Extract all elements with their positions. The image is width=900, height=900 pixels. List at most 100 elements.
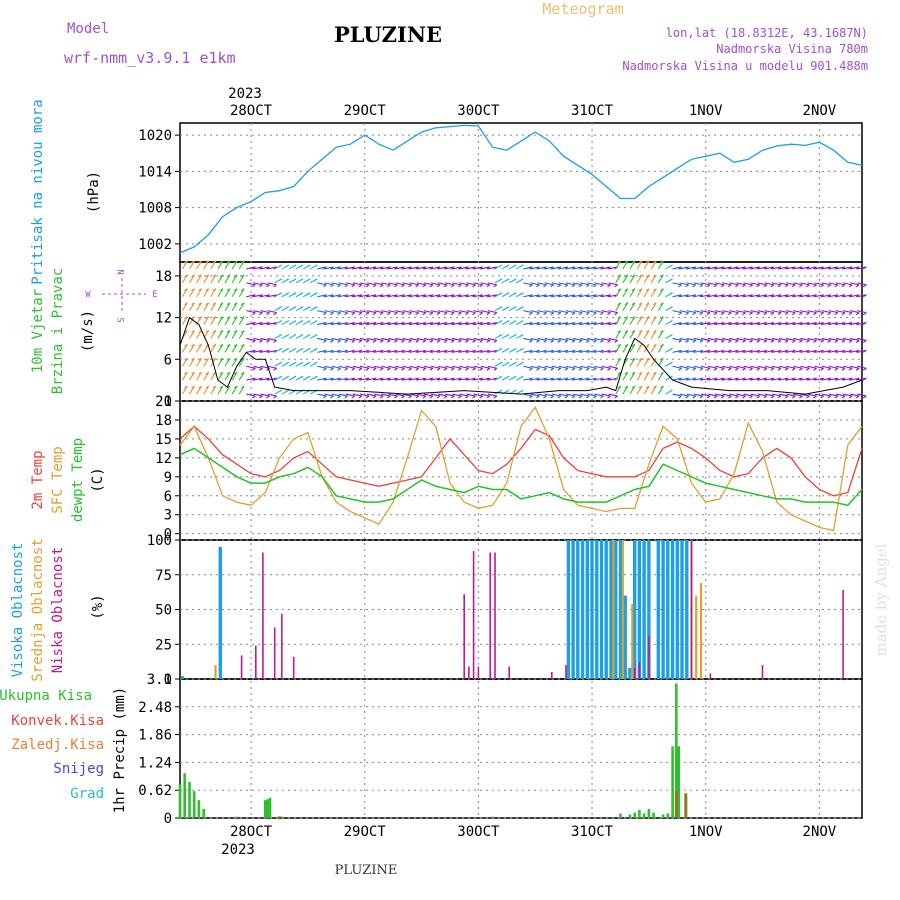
wind-barb-head <box>617 274 622 278</box>
legend-frozen-precip: Zaledj.Kisa <box>11 737 104 753</box>
wind-barb-head <box>358 349 363 353</box>
wind-barb-head <box>233 288 238 292</box>
wind-barb-head <box>379 367 384 371</box>
wind-barb-head <box>536 266 540 270</box>
wind-barb <box>459 266 469 270</box>
wind-barb-head <box>313 361 318 365</box>
wind-barb <box>331 310 341 314</box>
wind-barb <box>466 310 476 314</box>
wind-barb-head <box>631 357 636 361</box>
wind-barb-head <box>191 371 195 375</box>
wind-barb <box>814 294 824 298</box>
wind-barb-head <box>784 377 789 381</box>
wind-barb-head <box>638 288 643 292</box>
wind-barb-head <box>669 333 673 337</box>
wind-barb-head <box>827 266 832 270</box>
wind-barb-head <box>624 274 629 278</box>
wind-barb-head <box>465 312 469 316</box>
wind-barb-head <box>372 322 377 326</box>
wind-barb-head <box>372 367 377 371</box>
wind-barb <box>629 330 636 339</box>
wind-barb-head <box>820 266 824 270</box>
wind-barb-head <box>727 284 732 288</box>
legend-snow: Snijeg <box>53 761 104 777</box>
wind-barb-head <box>735 367 739 371</box>
cloud-bar <box>604 540 608 679</box>
wind-barb <box>715 266 725 270</box>
wind-barb <box>345 337 355 341</box>
wind-barb <box>580 322 590 326</box>
wind-barb <box>580 365 590 369</box>
wind-barb <box>523 266 533 270</box>
wind-barb <box>558 266 569 270</box>
wind-barb-head <box>660 288 664 292</box>
wind-barb <box>850 294 860 298</box>
wind-barb-head <box>749 322 753 326</box>
wind-barb-head <box>735 284 739 288</box>
wind-barb-head <box>784 395 789 399</box>
wind-barb-head <box>443 312 448 316</box>
wind-barb <box>551 337 561 341</box>
wind-barb <box>750 349 760 353</box>
wind-barb <box>565 310 576 314</box>
wind-barb <box>352 365 362 369</box>
wind-barb <box>260 282 270 286</box>
cloud-bar <box>647 540 651 679</box>
precip-bar <box>280 816 284 818</box>
wind-barb-head <box>323 367 327 371</box>
wind-barb-head <box>550 377 554 381</box>
wind-barb <box>672 294 682 298</box>
wind-barb <box>771 337 782 341</box>
wind-barb <box>260 322 270 326</box>
cloud-bar <box>580 540 585 679</box>
wind-barb-head <box>763 349 768 353</box>
wind-barb-head <box>685 294 689 298</box>
wind-barb <box>388 377 398 381</box>
wind-barb-head <box>240 329 245 333</box>
wind-barb <box>793 294 803 298</box>
wind-barb-head <box>543 322 547 326</box>
wind-barb-head <box>848 312 853 316</box>
wind-barb <box>771 322 782 326</box>
wind-barb-head <box>240 274 245 278</box>
wind-barb <box>217 371 224 381</box>
wind-barb <box>807 349 817 353</box>
wind-barb-head <box>617 329 622 333</box>
wind-barb-head <box>543 349 547 353</box>
wind-barb <box>487 266 497 270</box>
temp-tick-label: 0 <box>164 527 172 543</box>
wind-barb-head <box>351 349 356 353</box>
wind-barb <box>473 349 483 353</box>
wind-barb-head <box>791 349 796 353</box>
wind-barb-head <box>529 377 533 381</box>
wind-barb-head <box>550 312 554 316</box>
wind-barb-head <box>486 367 491 371</box>
wind-barb <box>452 365 462 369</box>
wind-barb <box>473 266 483 270</box>
wind-barb-head <box>330 312 334 316</box>
wind-barb <box>565 322 576 326</box>
wind-barb-head <box>198 260 202 264</box>
wind-barb-head <box>498 333 503 337</box>
wind-barb-head <box>820 284 824 288</box>
wind-barb <box>345 377 355 381</box>
wind-barb <box>580 349 590 353</box>
wind-barb-head <box>669 264 673 268</box>
wind-barb <box>352 310 362 314</box>
wind-barb-head <box>285 333 290 337</box>
bottom-day-label: 29OCT <box>344 824 387 840</box>
wind-barb <box>487 393 497 397</box>
wind-barb-head <box>645 260 650 264</box>
wind-barb <box>473 310 483 314</box>
wind-barb <box>181 344 188 353</box>
wind-barb <box>729 337 739 341</box>
wind-barb-head <box>259 367 263 371</box>
wind-barb <box>238 330 245 339</box>
wind-barb-head <box>306 292 311 296</box>
bottom-day-label: 28OCT <box>230 824 273 840</box>
wind-barb <box>764 365 775 369</box>
wind-barb-head <box>323 284 327 288</box>
wind-barb <box>523 310 533 314</box>
wind-barb-head <box>372 312 377 316</box>
